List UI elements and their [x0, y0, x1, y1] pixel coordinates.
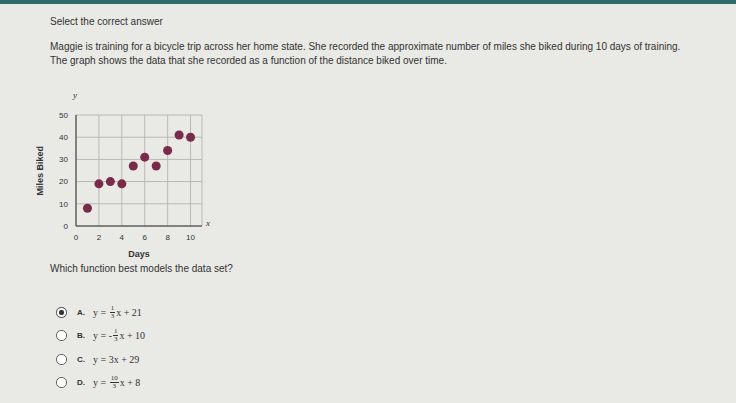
svg-text:50: 50: [59, 111, 68, 120]
html-text:y: y: [73, 90, 77, 100]
svg-text:30: 30: [59, 155, 68, 164]
html-text:A.: A.: [77, 307, 85, 317]
svg-text:40: 40: [59, 133, 68, 142]
svg-text:0: 0: [64, 222, 69, 231]
html-text:x: x: [206, 218, 210, 228]
svg-text:Miles Biked: Miles Biked: [36, 146, 45, 196]
html-text:3 x + 8: 3 x + 8: [112, 377, 141, 390]
html-text:y =1: y =1: [93, 303, 115, 318]
html-text:D.: D.: [77, 378, 85, 387]
svg-text:2: 2: [97, 233, 102, 242]
svg-text:8: 8: [165, 233, 170, 242]
html-text:Select the correct answer: Select the correct answer: [50, 16, 163, 27]
svg-text:10: 10: [59, 200, 68, 209]
svg-text:20: 20: [59, 177, 68, 186]
html-text:y =10: y =10: [93, 374, 118, 388]
svg-text:Days: Days: [128, 249, 150, 259]
html-text:y = - 1: y = - 1: [93, 327, 118, 341]
svg-text:0: 0: [74, 233, 79, 242]
html-text:B.: B.: [77, 331, 85, 340]
html-text:C.: C.: [77, 354, 85, 364]
html-text:y = 3x + 29: y = 3x + 29: [93, 353, 140, 365]
html-text:3x + 10: 3x + 10: [114, 330, 146, 343]
html-text:Which function best models the: Which function best models the data set?: [50, 263, 233, 274]
svg-text:6: 6: [143, 233, 148, 242]
html-text:Maggie is training for a bicyc: Maggie is training for a bicycle trip ac…: [50, 41, 681, 66]
svg-text:10: 10: [186, 233, 195, 242]
svg-text:4: 4: [120, 233, 125, 242]
html-text:3x + 21: 3x + 21: [110, 306, 142, 320]
